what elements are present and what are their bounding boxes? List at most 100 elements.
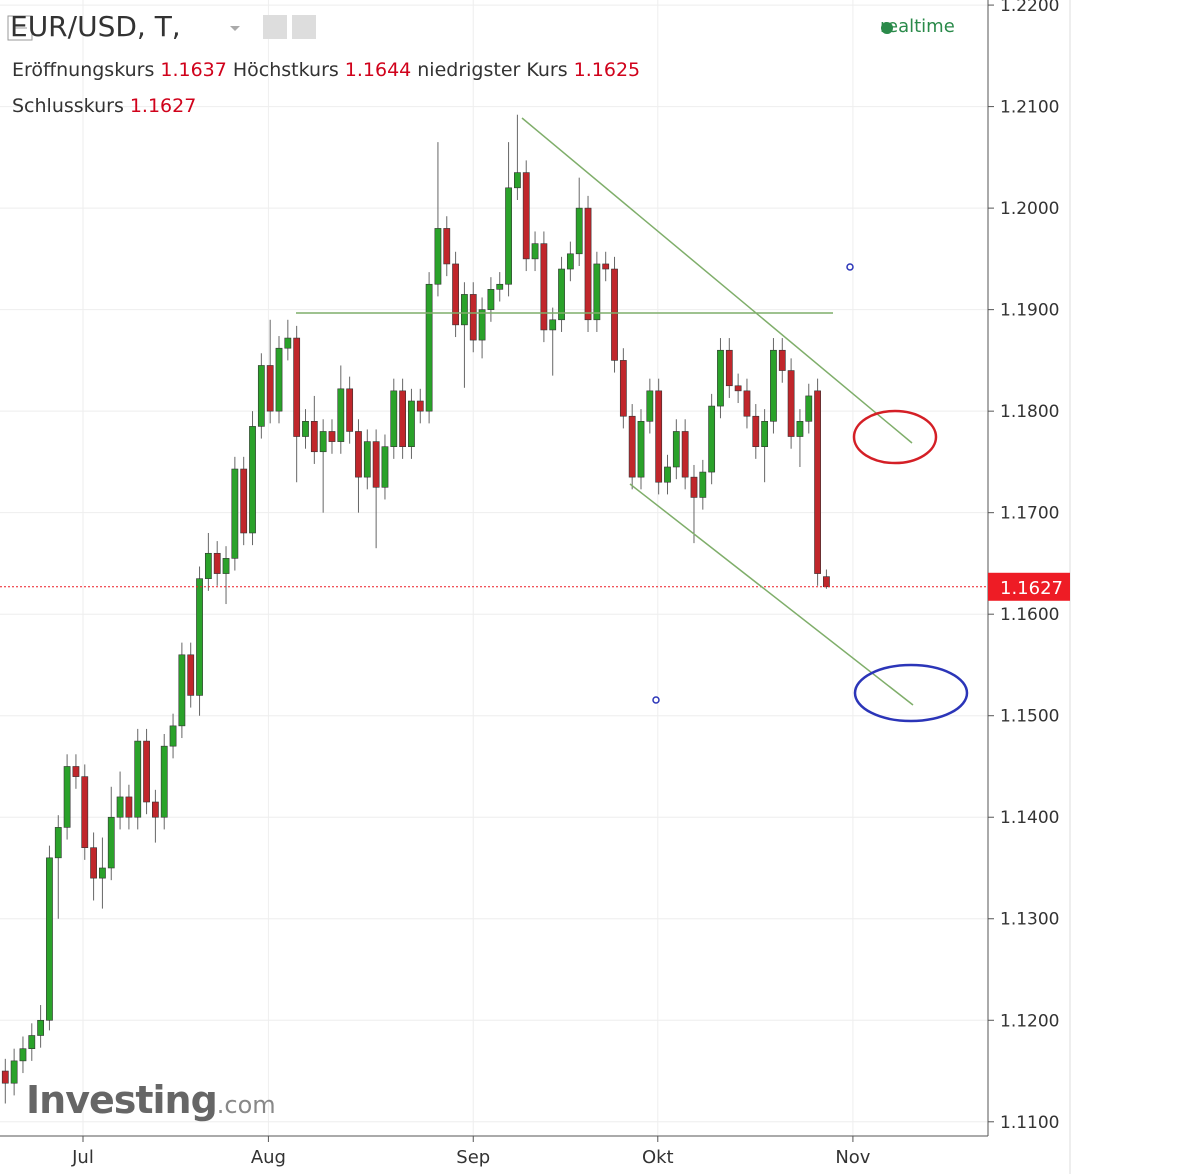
candles <box>0 114 988 1104</box>
candle-body <box>143 740 150 803</box>
candle-body <box>37 1019 45 1036</box>
candle-body <box>461 294 468 326</box>
candle-body <box>169 725 177 747</box>
candle-body <box>107 816 115 869</box>
axes: 1.1100 1.1200 1.1300 1.1400 1.1500 1.1600 1.17… <box>71 0 1070 1168</box>
candle-body <box>355 431 362 478</box>
candle-body <box>222 558 230 574</box>
x-tick-label: Aug <box>251 1147 286 1168</box>
candle-body <box>284 337 292 349</box>
legend-label: Höchstkurs <box>232 59 339 81</box>
anchor-dot <box>652 696 660 704</box>
x-tick-label: Okt <box>642 1147 674 1168</box>
candle-body <box>505 187 512 285</box>
y-tick-label: 1.1300 <box>1000 910 1059 930</box>
dropdown-icon[interactable] <box>230 26 240 31</box>
chart-title: EUR/USD, T, <box>10 10 181 43</box>
candle-body <box>805 395 813 422</box>
candle-body <box>452 263 459 326</box>
candle-body <box>125 796 133 818</box>
candle-body <box>699 471 707 498</box>
candle-body <box>346 388 354 432</box>
candle-body <box>558 268 565 321</box>
candle-body <box>566 253 574 270</box>
candle-body <box>469 294 477 341</box>
candle-body <box>187 654 195 696</box>
candle-body <box>770 349 777 422</box>
legend-label: Eröffnungskurs <box>12 59 155 81</box>
candle-body <box>46 857 53 1021</box>
candle-body <box>787 370 795 437</box>
legend-value: 1.1625 <box>573 59 641 81</box>
candle-body <box>531 243 539 260</box>
candle-body <box>310 421 318 453</box>
status-dot <box>881 22 893 34</box>
candle-body <box>487 289 495 310</box>
candle-body <box>72 766 80 777</box>
y-tick-label: 1.1800 <box>1000 402 1059 422</box>
candle-body <box>231 468 239 559</box>
candle-body <box>655 390 663 483</box>
brand-suffix: .com <box>216 1091 276 1119</box>
candle-body <box>708 405 716 473</box>
candle-body <box>814 390 821 574</box>
y-tick-label: 1.1700 <box>1000 504 1059 524</box>
candle-body <box>778 349 786 371</box>
y-tick-label: 1.1100 <box>1000 1113 1059 1133</box>
candle-body <box>363 441 371 478</box>
candle-body <box>390 390 398 447</box>
candle-body <box>99 867 106 879</box>
candle-body <box>372 441 380 488</box>
candle-body <box>54 827 62 859</box>
candle-body <box>823 576 830 588</box>
candle-body <box>443 228 451 265</box>
candle-body <box>743 390 751 417</box>
candle-body <box>575 207 583 255</box>
candle-body <box>337 388 345 442</box>
candle-body <box>672 431 680 468</box>
status-label: realtime <box>880 16 955 37</box>
anchor-dot <box>846 263 854 271</box>
candle-body <box>90 847 97 879</box>
candle-body <box>293 337 301 437</box>
y-tick-label: 1.2100 <box>1000 98 1059 118</box>
candle-body <box>681 431 689 478</box>
candle-body <box>540 243 548 331</box>
candle-body <box>257 365 265 427</box>
trend-line <box>629 483 914 706</box>
collapse-icon[interactable] <box>7 15 33 41</box>
legend-value: 1.1637 <box>160 59 227 81</box>
candle-body <box>178 654 186 727</box>
legend-value: 1.1644 <box>344 59 412 81</box>
candle-body <box>328 431 336 442</box>
candle-body <box>408 400 415 447</box>
candle-body <box>249 426 256 534</box>
brand-name: Investing <box>26 1078 218 1122</box>
legend-value: 1.1627 <box>129 95 197 117</box>
candle-body <box>584 207 592 321</box>
candle-body <box>399 390 407 447</box>
candle-body <box>619 360 627 417</box>
settings-icon[interactable] <box>292 15 316 39</box>
brand-logo: Investing.com <box>26 1078 276 1122</box>
legend-label: niedrigster Kurs <box>417 59 568 81</box>
candle-body <box>734 385 742 392</box>
candle-body <box>434 228 442 285</box>
candle-body <box>717 349 724 407</box>
candle-body <box>1 1070 9 1084</box>
last-price-tag <box>988 572 1070 601</box>
candle-body <box>725 349 733 387</box>
candle-body <box>63 766 71 828</box>
candle-body <box>240 468 248 534</box>
x-tick-label: Jul <box>71 1147 94 1168</box>
settings-icon[interactable] <box>263 15 287 39</box>
candle-body <box>761 421 769 447</box>
candle-body <box>160 745 168 818</box>
candle-body <box>266 365 274 412</box>
y-tick-label: 1.1600 <box>1000 605 1059 625</box>
y-tick-label: 1.1400 <box>1000 808 1059 828</box>
candle-body <box>425 283 433 412</box>
candle-body <box>275 347 283 412</box>
